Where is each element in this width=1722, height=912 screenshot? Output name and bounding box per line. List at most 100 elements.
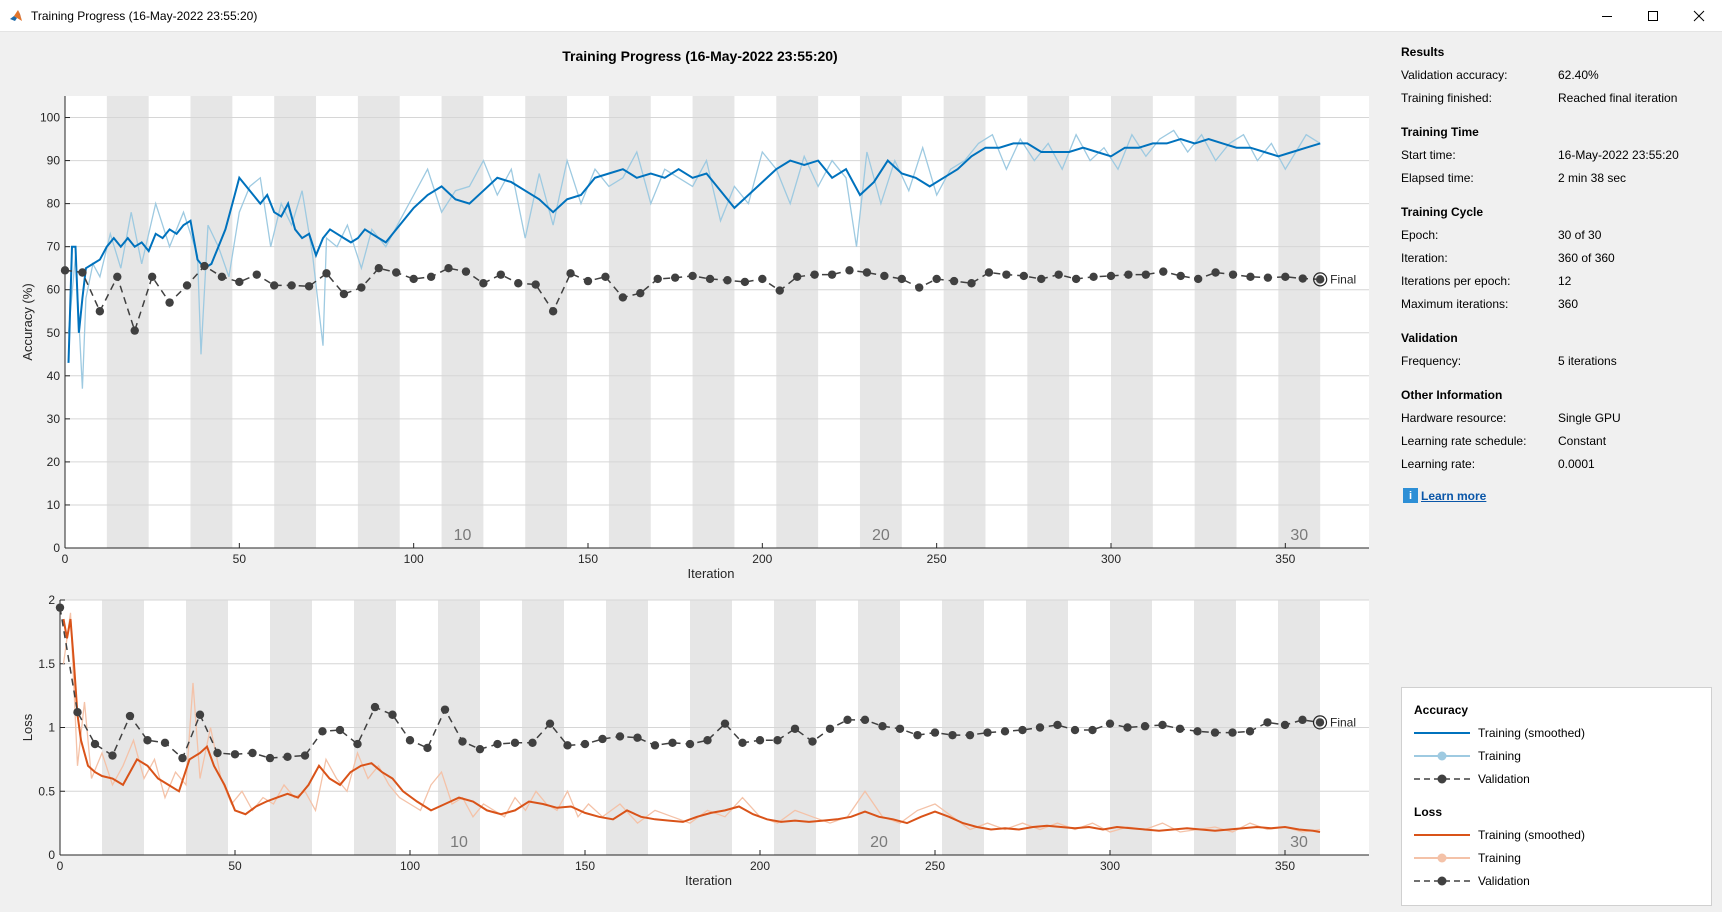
loss-validation-point [370, 702, 380, 712]
loss-validation-point [720, 719, 730, 728]
info-value: 16-May-2022 23:55:20 [1558, 148, 1679, 162]
accuracy-validation-point [932, 274, 941, 284]
accuracy-validation-point [409, 274, 418, 284]
info-row: Epoch: 30 of 30 [1401, 227, 1721, 250]
loss-validation-point [773, 736, 782, 745]
info-section-title: Other Information [1401, 388, 1503, 402]
loss-validation-point [1000, 727, 1010, 736]
accuracy-y-tick-label: 0 [53, 541, 60, 555]
info-section-title: Validation [1401, 331, 1458, 345]
close-button[interactable] [1676, 0, 1722, 31]
loss-validation-point [160, 738, 170, 747]
loss-validation-point [633, 733, 642, 742]
accuracy-y-tick-label: 100 [40, 111, 60, 125]
accuracy-epoch-band [776, 96, 819, 548]
accuracy-validation-point [740, 277, 750, 287]
loss-validation-point [1158, 720, 1167, 730]
loss-x-tick-label: 350 [1275, 859, 1295, 873]
info-key: Frequency: [1401, 354, 1462, 368]
loss-validation-point [528, 738, 537, 747]
loss-validation-point [1070, 725, 1080, 735]
legend-loss-validation-line [1414, 876, 1470, 886]
accuracy-validation-point [1002, 270, 1011, 279]
loss-validation-point [1210, 728, 1220, 737]
info-value: 2 min 38 sec [1558, 171, 1627, 185]
loss-validation-point [965, 730, 975, 740]
accuracy-validation-point [130, 326, 139, 335]
loss-validation-point [563, 741, 572, 750]
accuracy-validation-point [1054, 270, 1063, 279]
learn-more-text[interactable]: Learn more [1421, 488, 1487, 503]
accuracy-y-tick-label: 90 [47, 154, 61, 168]
legend-loss-title: Loss [1414, 805, 1443, 819]
loss-x-tick-label: 0 [57, 859, 64, 873]
info-row: Start time: 16-May-2022 23:55:20 [1401, 147, 1721, 170]
accuracy-validation-point [827, 270, 837, 279]
legend-acc-smoothed: Training (smoothed) [1414, 724, 1585, 742]
info-row: Frequency: 5 iterations [1401, 353, 1721, 376]
info-key: Iterations per epoch: [1401, 274, 1511, 288]
accuracy-validation-point [1298, 274, 1307, 283]
training-progress-charts: 0 50 100 150 200 250 300 3500102030405060708090… [20, 96, 1369, 888]
legend-panel: Accuracy Training (smoothed) Training Va… [1401, 687, 1712, 906]
accuracy-validation-point [269, 281, 279, 290]
loss-validation-point [178, 753, 187, 763]
accuracy-x-tick-label: 150 [578, 552, 598, 566]
loss-validation-point [913, 730, 922, 740]
legend-loss-smoothed-label: Training (smoothed) [1478, 828, 1585, 842]
loss-validation-point [510, 738, 520, 747]
info-section-title: Training Cycle [1401, 205, 1484, 219]
info-key: Learning rate: [1401, 457, 1476, 471]
loss-validation-point [353, 739, 362, 749]
loss-validation-point [983, 728, 992, 737]
accuracy-epoch-band [106, 96, 149, 548]
legend-accuracy-title: Accuracy [1414, 703, 1469, 717]
loss-validation-point [90, 739, 100, 749]
legend-acc-smoothed-line [1414, 732, 1470, 734]
loss-validation-point [73, 708, 82, 717]
accuracy-validation-point [252, 270, 261, 279]
info-section-title: Results [1401, 45, 1445, 59]
loss-y-axis-label: Loss [20, 713, 35, 741]
info-key: Epoch: [1401, 228, 1439, 242]
accuracy-validation-point [200, 261, 209, 271]
accuracy-validation-point [217, 272, 227, 281]
loss-validation-point [230, 750, 240, 759]
loss-validation-point [668, 738, 677, 747]
loss-y-tick-label: 1.5 [38, 657, 55, 671]
accuracy-validation-point [1037, 274, 1046, 284]
loss-validation-point [300, 751, 310, 760]
loss-validation-point [440, 705, 450, 714]
legend-loss-training: Training [1414, 849, 1521, 867]
loss-validation-point [1140, 722, 1150, 731]
loss-validation-point [1245, 727, 1255, 736]
accuracy-validation-point [374, 263, 383, 273]
accuracy-validation-point [1106, 271, 1116, 281]
accuracy-validation-point [723, 276, 732, 285]
legend-acc-validation-label: Validation [1478, 772, 1530, 786]
legend-acc-training: Training [1414, 747, 1521, 765]
minimize-button[interactable] [1584, 0, 1630, 31]
accuracy-x-tick-label: 300 [1101, 552, 1121, 566]
loss-validation-point [860, 715, 870, 725]
info-section: Training Cycle Epoch: 30 of 30 Iteration: 36… [1401, 204, 1721, 319]
accuracy-x-tick-label: 0 [62, 552, 69, 566]
accuracy-validation-point [1315, 275, 1325, 284]
info-value: Reached final iteration [1558, 91, 1678, 105]
legend-acc-smoothed-label: Training (smoothed) [1478, 726, 1585, 740]
accuracy-epoch-band [525, 96, 568, 548]
accuracy-validation-point [165, 298, 174, 307]
maximize-button[interactable] [1630, 0, 1676, 31]
loss-validation-point [948, 730, 957, 740]
loss-validation-point [1088, 725, 1097, 735]
accuracy-x-tick-label: 250 [927, 552, 947, 566]
accuracy-validation-point [1089, 272, 1098, 281]
accuracy-validation-point [845, 266, 854, 275]
accuracy-validation-point [444, 263, 453, 273]
loss-x-tick-label: 150 [575, 859, 595, 873]
loss-validation-point [423, 743, 432, 753]
accuracy-validation-point [514, 279, 523, 288]
accuracy-validation-point [636, 288, 645, 298]
learn-more-link[interactable]: i Learn more [1401, 488, 1721, 503]
accuracy-validation-point [670, 273, 680, 282]
